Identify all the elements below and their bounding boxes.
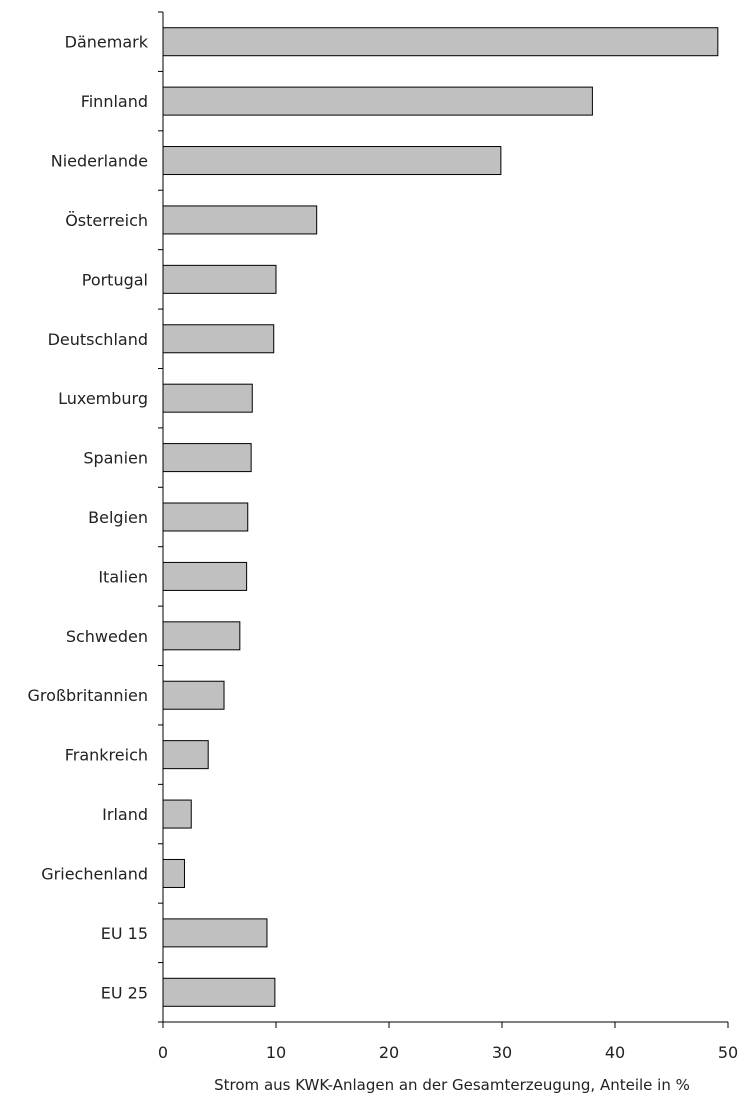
bar-österreich [162, 205, 318, 235]
category-label: Österreich [65, 211, 148, 230]
x-tick-label: 40 [605, 1043, 625, 1062]
x-axis-ticks: 0 10 20 30 40 50 [158, 1022, 738, 1062]
category-label: Frankreich [65, 746, 148, 765]
category-label: Italien [98, 567, 148, 586]
category-label: Luxemburg [58, 389, 148, 408]
category-label: Deutschland [48, 330, 148, 349]
bar-niederlande [162, 146, 502, 176]
category-label: EU 25 [101, 983, 148, 1002]
bar-italien [162, 561, 248, 591]
bar-großbritannien [162, 680, 225, 710]
bar-eu-25 [162, 977, 276, 1007]
category-label: Portugal [82, 270, 148, 289]
category-label: Finnland [81, 92, 148, 111]
category-label: Belgien [88, 508, 148, 527]
bar-irland [162, 799, 192, 829]
x-tick-label: 30 [492, 1043, 512, 1062]
bar-belgien [162, 502, 249, 532]
bar-dänemark [162, 27, 719, 57]
x-tick-label: 10 [266, 1043, 286, 1062]
bar-luxemburg [162, 383, 253, 413]
x-tick-label: 50 [718, 1043, 738, 1062]
category-labels: Dänemark Finnland Niederlande Österreich Por… [28, 33, 149, 1003]
category-label: Niederlande [51, 152, 148, 171]
bar-finnland [162, 86, 593, 116]
category-label: Schweden [66, 627, 148, 646]
y-axis-ticks [158, 11, 163, 1023]
bar-frankreich [162, 740, 209, 770]
bar-eu-15 [162, 918, 268, 948]
category-label: EU 15 [101, 924, 148, 943]
bar-deutschland [162, 324, 275, 354]
x-tick-label: 20 [379, 1043, 399, 1062]
bar-portugal [162, 264, 277, 294]
bar-griechenland [162, 858, 185, 888]
category-label: Griechenland [41, 864, 148, 883]
x-tick-label: 0 [158, 1043, 168, 1062]
category-label: Großbritannien [28, 686, 148, 705]
category-label: Dänemark [65, 33, 149, 52]
x-axis-title: Strom aus KWK-Anlagen an der Gesamterzeu… [214, 1076, 690, 1094]
bars [162, 27, 719, 1007]
bar-schweden [162, 621, 241, 651]
category-label: Spanien [83, 449, 148, 468]
category-label: Irland [102, 805, 148, 824]
bar-spanien [162, 443, 252, 473]
